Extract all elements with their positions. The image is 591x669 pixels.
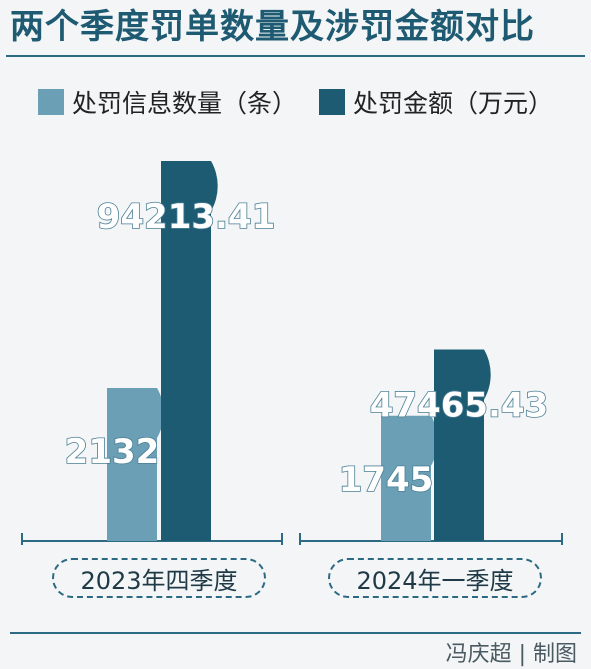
data-label-amount-1: 47465.43 xyxy=(370,386,549,426)
credit-text: 冯庆超 | 制图 xyxy=(445,642,577,667)
bar-count-0 xyxy=(107,388,164,541)
title-divider xyxy=(6,55,585,57)
bar-amount-0 xyxy=(161,161,218,541)
legend-item-count: 处罚信息数量（条） xyxy=(38,84,297,120)
bar-count-1 xyxy=(381,415,438,541)
data-label-count-1: 1745 xyxy=(339,460,434,500)
legend-label-amount: 处罚金额（万元） xyxy=(353,89,554,118)
bar-amount-1 xyxy=(434,349,491,541)
legend-swatch-amount xyxy=(319,89,346,115)
legend-item-amount: 处罚金额（万元） xyxy=(319,84,553,120)
data-label-count-0: 2132 xyxy=(65,432,160,472)
data-label-amount-0: 94213.41 xyxy=(97,197,276,237)
legend: 处罚信息数量（条） 处罚金额（万元） xyxy=(38,84,575,120)
legend-label-count: 处罚信息数量（条） xyxy=(72,89,298,118)
category-label-q4-2023: 2023年四季度 xyxy=(52,558,266,598)
category-label-q1-2024: 2024年一季度 xyxy=(328,558,542,598)
legend-swatch-count xyxy=(38,89,64,115)
chart-title: 两个季度罚单数量及涉罚金额对比 xyxy=(10,7,535,47)
bottom-divider xyxy=(10,632,581,634)
